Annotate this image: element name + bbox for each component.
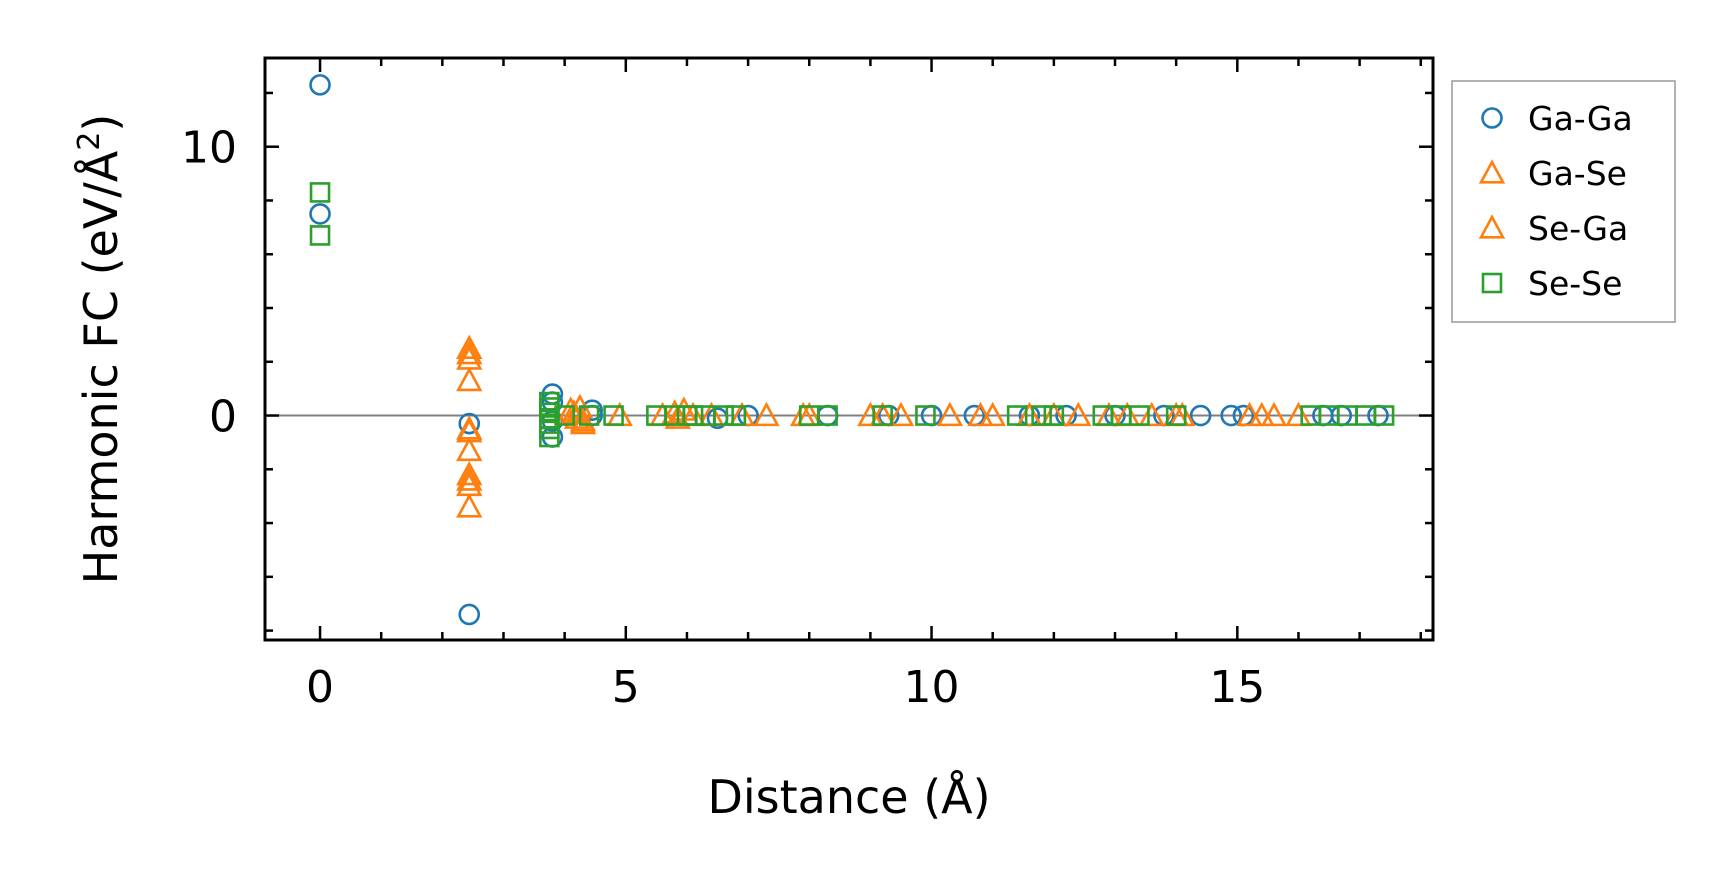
y-tick-label: 10 xyxy=(181,123,237,174)
legend-box xyxy=(1451,80,1676,323)
legend-marker xyxy=(1481,272,1503,294)
data-point xyxy=(456,415,483,440)
legend-label: Ga-Se xyxy=(1528,154,1627,193)
data-point xyxy=(915,405,936,426)
data-point xyxy=(309,74,331,96)
data-point xyxy=(1138,401,1165,427)
data-point xyxy=(456,436,483,462)
data-point xyxy=(1373,405,1395,426)
data-point xyxy=(1031,405,1052,426)
data-point xyxy=(753,401,780,427)
legend-marker xyxy=(1478,159,1506,184)
data-point xyxy=(458,603,481,626)
x-tick-label: 5 xyxy=(612,662,640,713)
data-point xyxy=(456,466,483,491)
data-point xyxy=(578,405,600,426)
x-tick-label: 0 xyxy=(306,662,334,713)
data-point xyxy=(979,401,1006,427)
data-point xyxy=(456,339,483,365)
data-point xyxy=(1220,404,1242,427)
legend-label: Se-Ga xyxy=(1528,209,1628,248)
data-point xyxy=(1006,405,1028,426)
axis-ticks xyxy=(265,58,1433,640)
data-point xyxy=(887,401,915,427)
tick-labels: 0 5 10 15 0 10 xyxy=(181,123,1265,713)
legend-entry: Se-Se xyxy=(1481,264,1622,303)
data-point xyxy=(1248,401,1275,427)
series-se-se xyxy=(309,182,1395,448)
legend-marker xyxy=(1481,107,1503,129)
data-point xyxy=(309,225,331,246)
y-axis-title-main: Harmonic FC (eV/Å xyxy=(74,150,128,584)
data-point xyxy=(1189,404,1212,427)
data-point xyxy=(603,405,624,426)
legend-label: Se-Se xyxy=(1528,264,1622,303)
data-point xyxy=(309,182,331,203)
data-point xyxy=(554,405,575,426)
plot-frame xyxy=(263,56,1435,642)
legend: Ga-Ga Ga-Se Se-Ga Se-Se xyxy=(1451,80,1676,323)
y-axis-title: Harmonic FC (eV/Å2) xyxy=(72,114,128,585)
legend-marker xyxy=(1478,214,1506,239)
data-point xyxy=(458,412,481,435)
data-point xyxy=(1016,401,1043,427)
data-point xyxy=(725,405,747,426)
y-axis-title-end: ) xyxy=(74,114,128,132)
legend-entry: Se-Ga xyxy=(1478,209,1628,248)
y-axis-title-sup: 2 xyxy=(72,132,107,151)
data-point xyxy=(817,405,838,426)
y-tick-label: 0 xyxy=(209,392,237,443)
data-point xyxy=(661,399,688,424)
markers-layer xyxy=(309,74,1395,626)
data-point xyxy=(309,203,331,225)
x-tick-label: 15 xyxy=(1209,662,1265,713)
data-point xyxy=(682,405,704,426)
data-point xyxy=(1129,405,1150,426)
data-point xyxy=(1285,401,1312,427)
data-point xyxy=(539,426,560,448)
data-point xyxy=(1043,405,1065,426)
legend-entry: Ga-Ga xyxy=(1481,99,1633,138)
x-axis-title: Distance (Å) xyxy=(707,770,990,824)
data-point xyxy=(713,405,734,426)
data-point xyxy=(1065,401,1092,427)
legend-label: Ga-Ga xyxy=(1528,99,1633,138)
x-tick-label: 10 xyxy=(904,662,960,713)
data-point xyxy=(936,401,964,427)
data-point xyxy=(456,493,483,518)
legend-entry: Ga-Se xyxy=(1478,154,1627,193)
series-ga-se xyxy=(456,334,1312,518)
data-point xyxy=(872,405,893,426)
data-point xyxy=(456,460,483,486)
data-point xyxy=(456,334,483,359)
data-point xyxy=(569,407,597,432)
data-point xyxy=(1165,405,1187,426)
data-point xyxy=(456,366,483,392)
